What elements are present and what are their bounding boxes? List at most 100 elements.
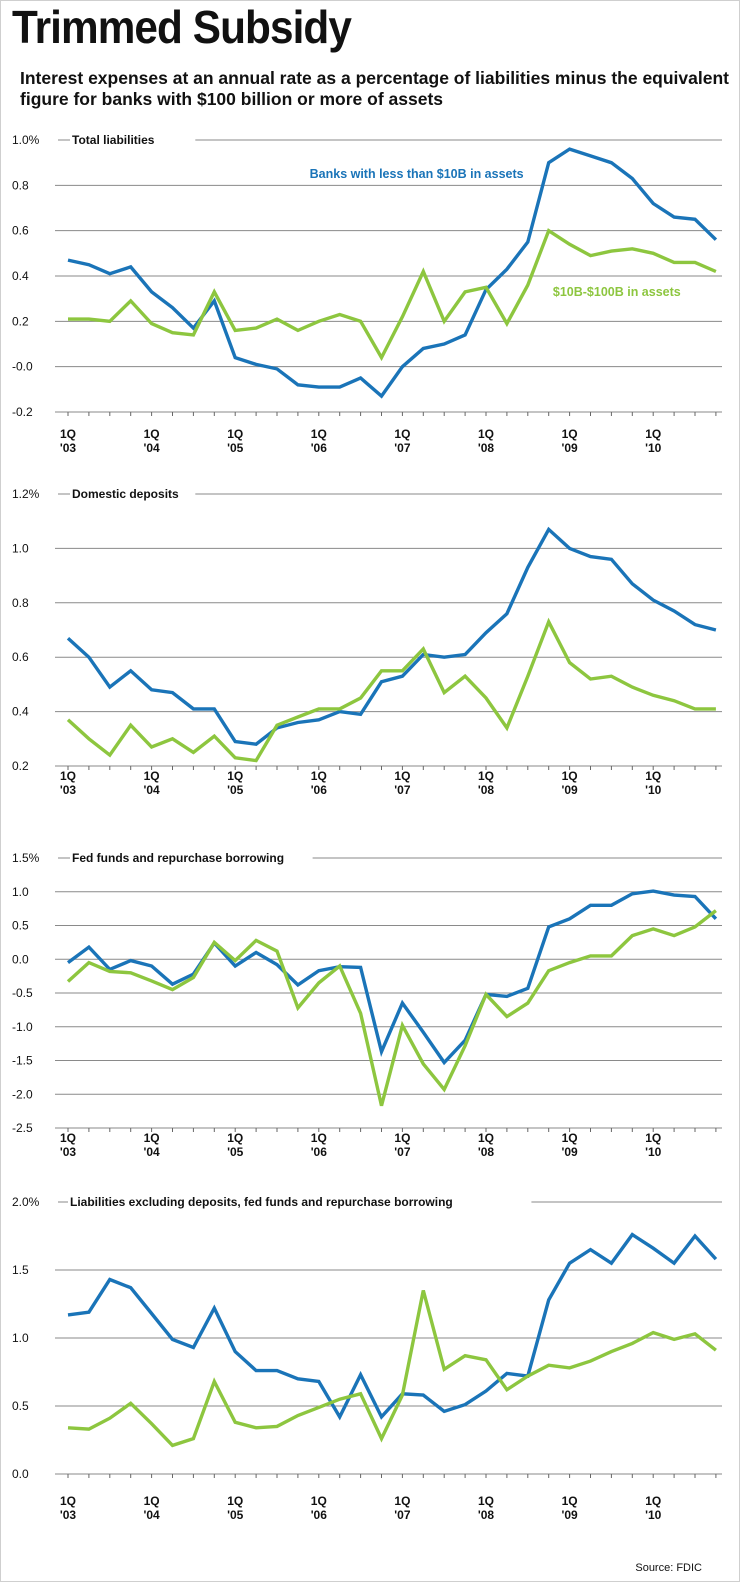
y-tick-label: -1.5 bbox=[12, 1054, 33, 1068]
chart-subtitle: Interest expenses at an annual rate as a… bbox=[20, 68, 729, 109]
x-tick-label: 1Q bbox=[144, 1494, 160, 1508]
x-tick-label: 1Q bbox=[645, 1131, 661, 1145]
x-tick-label: '07 bbox=[394, 1145, 411, 1159]
x-tick-label: 1Q bbox=[227, 769, 243, 783]
y-tick-label: 1.5 bbox=[12, 1263, 29, 1277]
panel-title: Liabilities excluding deposits, fed fund… bbox=[70, 1195, 453, 1209]
x-tick-label: 1Q bbox=[478, 1494, 494, 1508]
x-tick-label: 1Q bbox=[311, 427, 327, 441]
x-tick-label: 1Q bbox=[478, 1131, 494, 1145]
x-tick-label: 1Q bbox=[645, 1494, 661, 1508]
x-tick-label: '03 bbox=[60, 1508, 77, 1522]
x-tick-label: 1Q bbox=[60, 1494, 76, 1508]
x-tick-label: '09 bbox=[561, 783, 578, 797]
x-tick-label: '08 bbox=[478, 1508, 495, 1522]
panel-4: 2.0% 1.5 1.0 0.5 0.0 Liabilities excluding de… bbox=[12, 1195, 722, 1522]
panel-title: Domestic deposits bbox=[72, 487, 179, 501]
x-tick-label: 1Q bbox=[394, 769, 410, 783]
y-tick-label: 0.0 bbox=[12, 952, 29, 966]
y-tick-label: -1.0 bbox=[12, 1020, 33, 1034]
series-line-small-banks bbox=[67, 147, 718, 399]
x-tick-label: '09 bbox=[561, 441, 578, 455]
series-line-mid-banks bbox=[68, 228, 717, 362]
x-tick-label: 1Q bbox=[144, 1131, 160, 1145]
y-tick-label: 0.5 bbox=[12, 919, 29, 933]
x-tick-label: '05 bbox=[227, 783, 244, 797]
series-line-mid-banks bbox=[67, 1289, 717, 1448]
x-tick-label: 1Q bbox=[60, 769, 76, 783]
y-tick-label: 1.2% bbox=[12, 487, 40, 501]
x-tick-label: 1Q bbox=[478, 427, 494, 441]
source-note: Source: FDIC bbox=[635, 1562, 702, 1574]
chart-title: Trimmed Subsidy bbox=[12, 1, 352, 53]
y-tick-label: 0.8 bbox=[12, 178, 29, 192]
x-tick-label: '04 bbox=[143, 441, 160, 455]
panel-1: 1.0% 0.8 0.6 0.4 0.2 -0.0 -0.2 Total liabilitie… bbox=[12, 133, 722, 455]
x-tick-label: 1Q bbox=[227, 1494, 243, 1508]
y-tick-label: -2.5 bbox=[12, 1121, 33, 1135]
panel-3: 1.5% 1.0 0.5 0.0 -0.5 -1.0 -1.5 -2.0 -2.5 Fed fun… bbox=[12, 851, 722, 1159]
x-tick-label: '08 bbox=[478, 783, 495, 797]
x-tick-label: 1Q bbox=[311, 1131, 327, 1145]
x-tick-label: '05 bbox=[227, 1145, 244, 1159]
x-tick-label: 1Q bbox=[60, 1131, 76, 1145]
series-line-mid-banks bbox=[66, 617, 716, 763]
x-tick-label: 1Q bbox=[60, 427, 76, 441]
series-line-small-banks bbox=[67, 1232, 718, 1421]
y-tick-label: 1.0% bbox=[12, 133, 40, 147]
y-tick-label: -0.2 bbox=[12, 405, 33, 419]
series-line-mid-banks bbox=[66, 909, 717, 1107]
y-tick-label: 0.4 bbox=[12, 705, 29, 719]
x-tick-label: 1Q bbox=[645, 427, 661, 441]
series-label: $10B-$100B in assets bbox=[553, 285, 681, 299]
y-tick-label: -0.5 bbox=[12, 986, 33, 1000]
y-tick-label: -2.0 bbox=[12, 1087, 33, 1101]
y-tick-label: -0.0 bbox=[12, 360, 33, 374]
series-label: Banks with less than $10B in assets bbox=[310, 167, 524, 181]
x-tick-label: '10 bbox=[645, 1508, 662, 1522]
x-tick-label: 1Q bbox=[394, 427, 410, 441]
y-tick-label: 0.2 bbox=[12, 759, 29, 773]
x-tick-label: 1Q bbox=[394, 1494, 410, 1508]
x-tick-label: 1Q bbox=[311, 769, 327, 783]
x-tick-label: '06 bbox=[311, 441, 328, 455]
x-tick-label: '09 bbox=[561, 1145, 578, 1159]
x-tick-label: 1Q bbox=[562, 769, 578, 783]
x-tick-label: '06 bbox=[311, 783, 328, 797]
x-tick-label: '04 bbox=[143, 1145, 160, 1159]
x-tick-label: '10 bbox=[645, 441, 662, 455]
x-tick-label: '04 bbox=[143, 783, 160, 797]
panel-title: Total liabilities bbox=[72, 133, 155, 147]
y-tick-label: 1.0 bbox=[12, 1331, 29, 1345]
y-tick-label: 2.0% bbox=[12, 1195, 40, 1209]
y-tick-label: 0.2 bbox=[12, 314, 29, 328]
y-tick-label: 0.5 bbox=[12, 1399, 29, 1413]
x-tick-label: '07 bbox=[394, 1508, 411, 1522]
x-tick-label: 1Q bbox=[144, 769, 160, 783]
x-tick-label: '05 bbox=[227, 1508, 244, 1522]
series-line-small-banks bbox=[66, 889, 718, 1066]
x-tick-label: 1Q bbox=[227, 427, 243, 441]
x-tick-label: '10 bbox=[645, 783, 662, 797]
x-tick-label: '03 bbox=[60, 783, 77, 797]
x-tick-label: 1Q bbox=[311, 1494, 327, 1508]
x-tick-label: 1Q bbox=[227, 1131, 243, 1145]
y-tick-label: 1.0 bbox=[12, 541, 29, 555]
y-tick-label: 0.0 bbox=[12, 1467, 29, 1481]
x-tick-label: '03 bbox=[60, 1145, 77, 1159]
x-tick-label: '04 bbox=[143, 1508, 160, 1522]
series-line-small-banks bbox=[66, 526, 717, 746]
x-tick-label: '03 bbox=[60, 441, 77, 455]
x-tick-label: 1Q bbox=[562, 427, 578, 441]
x-tick-label: '08 bbox=[478, 1145, 495, 1159]
x-tick-label: 1Q bbox=[394, 1131, 410, 1145]
y-tick-label: 0.4 bbox=[12, 269, 29, 283]
x-tick-label: 1Q bbox=[562, 1494, 578, 1508]
x-tick-label: '08 bbox=[478, 441, 495, 455]
panel-title: Fed funds and repurchase borrowing bbox=[72, 851, 284, 865]
y-tick-label: 1.5% bbox=[12, 851, 40, 865]
x-tick-label: '10 bbox=[645, 1145, 662, 1159]
x-tick-label: '06 bbox=[311, 1508, 328, 1522]
